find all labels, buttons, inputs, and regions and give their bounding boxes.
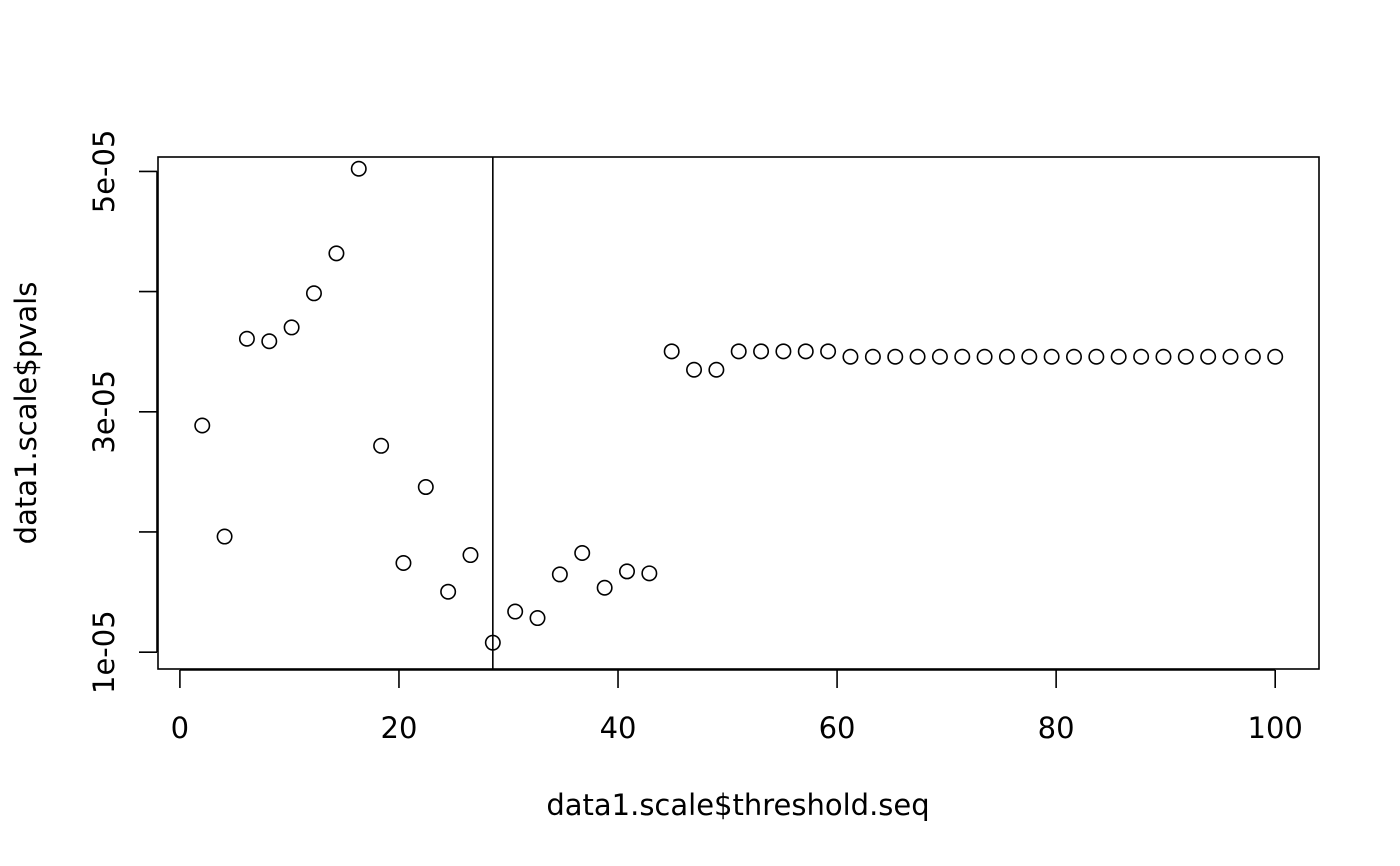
- data-point: [328, 245, 345, 262]
- data-point: [283, 319, 300, 336]
- data-point: [1021, 348, 1038, 365]
- data-point: [417, 479, 434, 496]
- data-point: [484, 634, 501, 651]
- x-axis: 0 20 40 60 80 100: [171, 669, 1303, 745]
- y-tick-label: 3e-05: [87, 370, 121, 454]
- x-tick-label: 60: [819, 711, 856, 745]
- data-point: [775, 343, 792, 360]
- data-point: [574, 545, 591, 562]
- data-point: [820, 343, 837, 360]
- y-tick-label: 1e-05: [87, 610, 121, 694]
- data-point: [641, 565, 658, 582]
- data-point: [1244, 348, 1261, 365]
- x-tick-label: 0: [171, 711, 189, 745]
- data-point: [1200, 348, 1217, 365]
- data-point: [440, 583, 457, 600]
- data-point: [238, 330, 255, 347]
- data-point: [864, 348, 881, 365]
- data-point: [619, 563, 636, 580]
- data-point: [551, 566, 568, 583]
- data-points: [194, 160, 1284, 651]
- data-point: [797, 343, 814, 360]
- x-tick-label: 100: [1248, 711, 1303, 745]
- y-axis: 1e-05 3e-05 5e-05: [87, 130, 158, 694]
- data-point: [931, 348, 948, 365]
- data-point: [216, 528, 233, 545]
- x-tick-label: 80: [1038, 711, 1075, 745]
- data-point: [395, 554, 412, 571]
- data-point: [261, 333, 278, 350]
- data-point: [1043, 348, 1060, 365]
- x-tick-label: 20: [381, 711, 418, 745]
- data-point: [529, 610, 546, 627]
- data-point: [909, 348, 926, 365]
- data-point: [663, 343, 680, 360]
- data-point: [1222, 348, 1239, 365]
- data-point: [842, 348, 859, 365]
- data-point: [1133, 348, 1150, 365]
- data-point: [1267, 348, 1284, 365]
- data-point: [686, 361, 703, 378]
- data-point: [1088, 348, 1105, 365]
- x-tick-label: 40: [600, 711, 637, 745]
- data-point: [507, 603, 524, 620]
- data-point: [1065, 348, 1082, 365]
- data-point: [976, 348, 993, 365]
- data-point: [1177, 348, 1194, 365]
- data-point: [194, 417, 211, 434]
- data-point: [954, 348, 971, 365]
- data-point: [1155, 348, 1172, 365]
- data-point: [887, 348, 904, 365]
- data-point: [1110, 348, 1127, 365]
- x-axis-title: data1.scale$threshold.seq: [546, 788, 929, 822]
- data-point: [730, 343, 747, 360]
- plot-frame: [157, 156, 1320, 670]
- data-point: [350, 160, 367, 177]
- data-point: [462, 547, 479, 564]
- data-point: [305, 285, 322, 302]
- y-axis-title: data1.scale$pvals: [9, 282, 43, 545]
- data-point: [373, 437, 390, 454]
- data-point: [708, 361, 725, 378]
- data-point: [753, 343, 770, 360]
- y-tick-label: 5e-05: [87, 130, 121, 214]
- data-point: [998, 348, 1015, 365]
- data-point: [596, 579, 613, 596]
